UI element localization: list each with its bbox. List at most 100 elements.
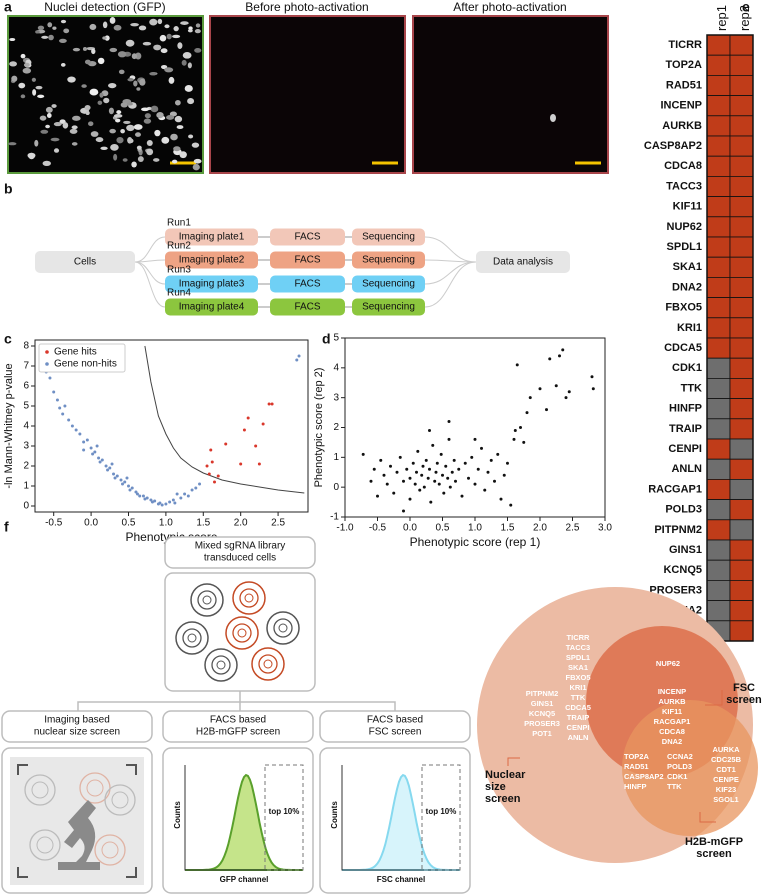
- nucleus: [20, 94, 26, 99]
- cell: [204, 648, 238, 682]
- point: [160, 503, 164, 507]
- heatmap-cell: [706, 135, 731, 157]
- nucleus: [192, 163, 200, 171]
- nucleus: [20, 53, 26, 59]
- venn-gene: ANLN: [568, 733, 589, 742]
- plot-frame: [344, 337, 606, 518]
- point: [190, 488, 194, 492]
- venn-gene: TTK: [667, 782, 682, 791]
- gene-label: HINFP: [669, 403, 702, 415]
- point: [143, 497, 147, 501]
- nucleus: [134, 132, 141, 137]
- step-label: FACS: [294, 302, 320, 313]
- point: [385, 482, 389, 486]
- run-label: Run2: [167, 241, 191, 252]
- nucleus: [141, 107, 150, 112]
- gene-label: TACC3: [666, 180, 702, 192]
- nucleus: [104, 35, 110, 41]
- step-label: Imaging plate2: [179, 255, 245, 266]
- nucleus: [136, 145, 142, 150]
- point: [100, 458, 104, 462]
- nucleus: [108, 82, 117, 89]
- gene-label: ANLN: [671, 463, 702, 475]
- nucleus: [113, 24, 122, 31]
- point: [183, 492, 187, 496]
- point: [369, 479, 373, 483]
- nucleus: [146, 139, 153, 147]
- point: [446, 476, 450, 480]
- nucleus: [130, 22, 139, 27]
- nucleus: [40, 129, 49, 134]
- nucleus: [157, 18, 163, 25]
- point: [447, 420, 451, 424]
- nucleus: [133, 124, 143, 130]
- point: [448, 485, 452, 489]
- nucleus: [23, 62, 30, 68]
- nucleus: [31, 77, 37, 82]
- point: [158, 501, 162, 505]
- y-tick-label: 1: [333, 452, 339, 463]
- nucleus: [194, 48, 202, 53]
- point: [439, 452, 443, 456]
- nucleus: [150, 105, 159, 113]
- nucleus: [115, 118, 121, 123]
- point: [110, 462, 114, 466]
- y-tick-label: 3: [23, 441, 29, 452]
- point: [209, 448, 213, 452]
- venn-gene: HINFP: [624, 782, 647, 791]
- x-tick-label: 3.0: [598, 523, 612, 534]
- panel-letter: d: [322, 331, 331, 347]
- venn-gene: TICRR: [567, 633, 590, 642]
- heatmap-cell: [706, 75, 731, 97]
- point: [405, 467, 409, 471]
- nucleus: [171, 159, 178, 164]
- point: [372, 467, 376, 471]
- nucleus: [45, 106, 53, 113]
- nucleus: [126, 102, 133, 106]
- heatmap-cell: [706, 155, 731, 177]
- y-tick-label: 4: [333, 362, 339, 373]
- set-label: size: [485, 781, 506, 793]
- box-title: transduced cells: [204, 553, 276, 564]
- x-tick-label: -1.0: [336, 523, 354, 534]
- point: [210, 460, 214, 464]
- nucleus: [110, 144, 119, 151]
- point: [590, 375, 594, 379]
- nucleus: [71, 125, 78, 130]
- run-label: Run4: [167, 288, 191, 299]
- venn-gene: CDC25B: [711, 755, 742, 764]
- cell: [232, 581, 266, 615]
- x-tick-label: 2.5: [566, 523, 580, 534]
- nucleus: [191, 142, 200, 148]
- venn-gene: PITPNM2: [526, 689, 559, 698]
- threshold-label: top 10%: [426, 807, 457, 816]
- venn-gene: TRAIP: [567, 713, 590, 722]
- point: [420, 473, 424, 477]
- point: [545, 408, 548, 412]
- y-tick-label: 1: [23, 481, 29, 492]
- point: [175, 492, 179, 496]
- point: [489, 458, 493, 462]
- point: [525, 411, 529, 415]
- venn-gene: TTK: [571, 693, 586, 702]
- nucleus: [11, 75, 18, 82]
- nucleus: [82, 47, 88, 51]
- nucleus: [53, 121, 62, 127]
- gene-label: CASP8AP2: [644, 140, 702, 152]
- axis: [184, 765, 303, 871]
- nucleus: [109, 17, 116, 24]
- nucleus: [153, 158, 160, 162]
- point: [493, 479, 496, 483]
- nucleus: [146, 148, 154, 156]
- venn-gene: INCENP: [658, 687, 686, 696]
- point: [198, 482, 202, 486]
- gene-label: SKA1: [673, 261, 702, 273]
- heatmap-cell: [729, 620, 754, 642]
- step-label: Sequencing: [362, 255, 415, 266]
- point: [554, 384, 558, 388]
- box-title: Imaging based: [44, 715, 110, 726]
- set-label: screen: [726, 694, 762, 706]
- step-label: Sequencing: [362, 279, 415, 290]
- point: [473, 482, 477, 486]
- heatmap-cell: [706, 95, 731, 117]
